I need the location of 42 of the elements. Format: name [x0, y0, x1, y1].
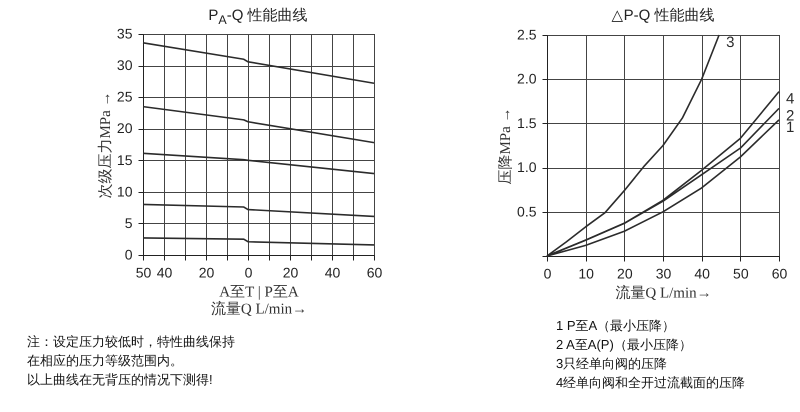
y-tick-label: 1.5: [517, 114, 537, 131]
x-tick-label: 10: [578, 266, 594, 282]
y-tick-label: 30: [116, 57, 133, 74]
y-tick-label: 2.0: [517, 70, 537, 87]
x-tick-label: 40: [324, 264, 340, 280]
text: 注：设定压力较低时，特性曲线保持: [27, 333, 235, 351]
text: 2 A至A(P)（最小压降）: [556, 336, 693, 354]
text: 4经单向阀和全开过流截面的压降: [556, 374, 746, 392]
text: 以上曲线在无背压的情况下测得!: [27, 371, 214, 389]
y-tick-label: 25: [116, 88, 133, 105]
series-label: 3: [726, 34, 734, 51]
x-tick-label: 40: [156, 264, 172, 280]
chart-title: P$_{A}$-Q 性能曲线: [208, 6, 308, 27]
y-tick-label: 2.5: [517, 26, 537, 42]
y-tick-label: 1.0: [517, 159, 537, 176]
x-axis-title: 流量Q L/min→: [615, 284, 712, 302]
series-label: 4: [786, 90, 794, 108]
y-tick-label: 35: [116, 26, 133, 42]
x-tick-label: 50: [136, 264, 152, 280]
y-axis-title: 次级压力MPa →: [96, 91, 114, 199]
x-tick-label: 50: [733, 266, 749, 282]
x-tick-label: 0: [544, 266, 552, 282]
x-axis-title: A至T | P至A 流量Q L/min→: [210, 284, 308, 318]
x-tick-label: 60: [366, 264, 382, 280]
x-tick-label: 30: [656, 266, 672, 282]
x-tick-label: 20: [617, 266, 633, 282]
y-tick-label: 15: [116, 152, 133, 168]
x-tick-label: 40: [694, 266, 710, 282]
y-tick-label: 10: [116, 183, 133, 200]
text: 在相应的压力等级范围内。: [27, 352, 184, 370]
y-tick-label: 0: [124, 246, 133, 262]
x-tick-label: 60: [772, 266, 788, 282]
y-tick-label: 20: [116, 120, 133, 136]
x-tick-label: 20: [198, 264, 214, 280]
x-tick-label: 0: [244, 264, 253, 280]
y-tick-label: 5: [124, 214, 133, 231]
x-tick-label: 20: [282, 264, 298, 280]
text: 3只经单向阀的压降: [556, 355, 668, 373]
text: 1 P至A（最小压降）: [556, 317, 676, 335]
y-axis-title: 压降MPa →: [497, 107, 514, 185]
chart-title: △P-Q 性能曲线: [612, 6, 714, 25]
y-tick-label: 0.5: [517, 203, 537, 220]
